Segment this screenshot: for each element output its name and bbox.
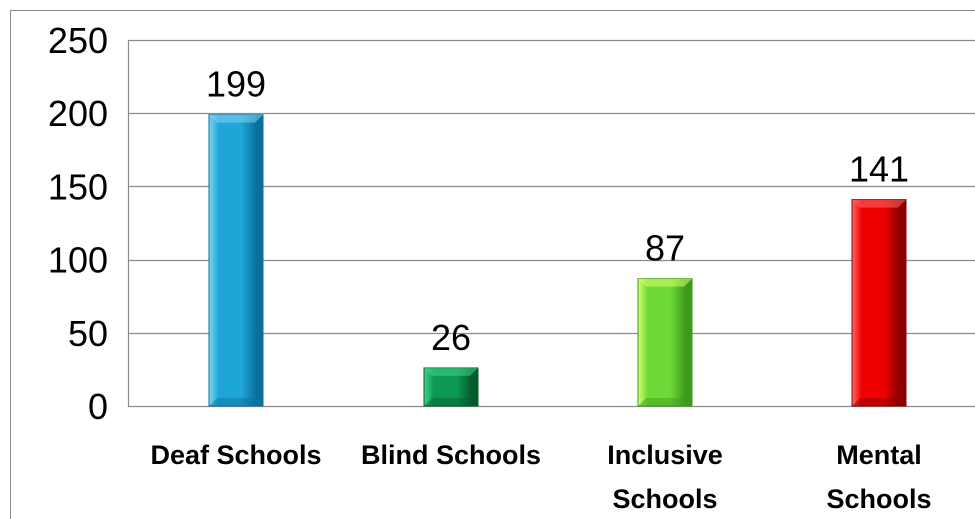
bar-bevel-top — [852, 199, 906, 208]
plot-frame — [10, 10, 975, 519]
bars — [208, 114, 907, 407]
bar — [423, 367, 479, 407]
x-axis-categories: Deaf Schools Blind Schools Inclusive School… — [150, 440, 931, 514]
y-tick-label: 250 — [48, 20, 108, 61]
x-category-label: Deaf Schools — [150, 440, 321, 470]
y-tick-label: 0 — [88, 386, 108, 427]
data-label: 141 — [849, 149, 909, 190]
bar — [851, 199, 907, 407]
bar-bevel-bottom — [209, 398, 263, 406]
data-label: 26 — [431, 317, 471, 358]
data-labels: 199 26 87 141 — [206, 64, 909, 358]
data-label: 199 — [206, 64, 266, 105]
gridlines — [128, 39, 975, 408]
bar-bevel-bottom — [638, 398, 692, 406]
x-category-label: Mental Schools — [826, 440, 931, 514]
bar-bevel-top — [209, 114, 263, 123]
bar-bevel-bottom — [424, 398, 478, 406]
y-tick-label: 200 — [48, 93, 108, 134]
y-tick-label: 50 — [68, 313, 108, 354]
bar-bevel-top — [638, 278, 692, 287]
data-label: 87 — [645, 228, 685, 269]
y-axis-ticks: 0 50 100 150 200 250 — [48, 20, 108, 427]
bar-bevel-top — [424, 367, 478, 376]
x-category-label: Blind Schools — [361, 440, 541, 470]
bar — [208, 114, 264, 407]
y-tick-label: 150 — [48, 166, 108, 207]
chart-border — [10, 10, 975, 519]
x-category-label: Inclusive Schools — [607, 440, 723, 514]
bar — [637, 278, 693, 407]
y-tick-label: 100 — [48, 240, 108, 281]
bar-bevel-bottom — [852, 398, 906, 406]
